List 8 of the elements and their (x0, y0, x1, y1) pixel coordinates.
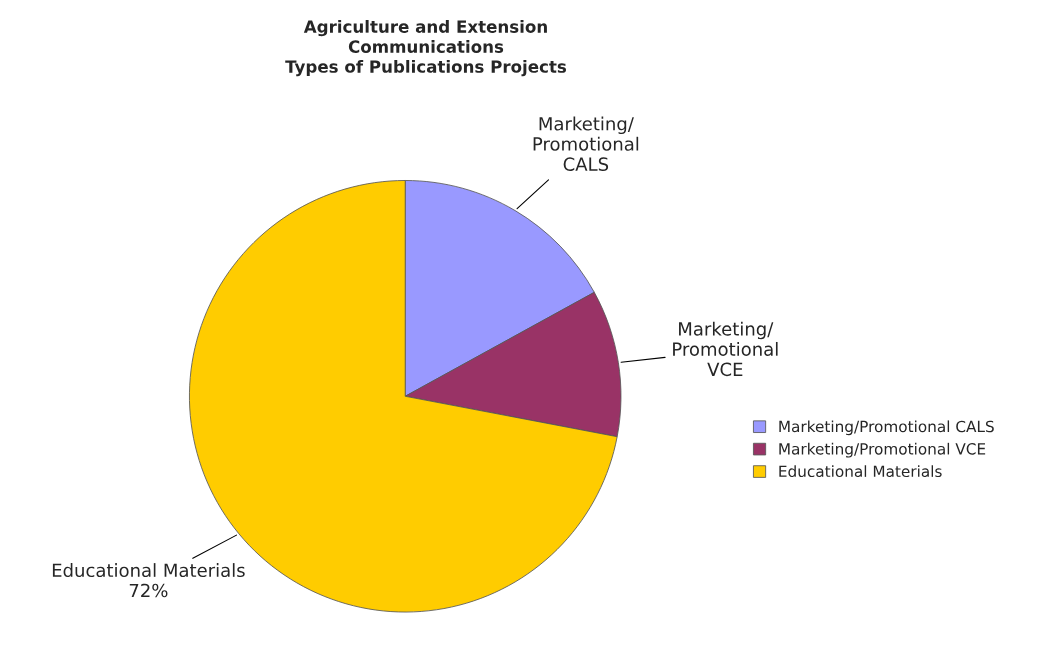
slice-label: Educational Materials (52, 563, 245, 578)
legend-label: Marketing/Promotional CALS (779, 420, 994, 436)
slice-label: Marketing/Promotional VCE (673, 321, 778, 377)
data-label: 72% (129, 583, 168, 598)
legend-label: Educational Materials (779, 465, 942, 478)
chart-title: Agriculture and Extension Communications Types of Publications Projects (285, 19, 567, 77)
slice-label: Marketing/Promotional CALS (533, 116, 639, 171)
legend-label: Marketing/Promotional VCE (779, 442, 986, 458)
